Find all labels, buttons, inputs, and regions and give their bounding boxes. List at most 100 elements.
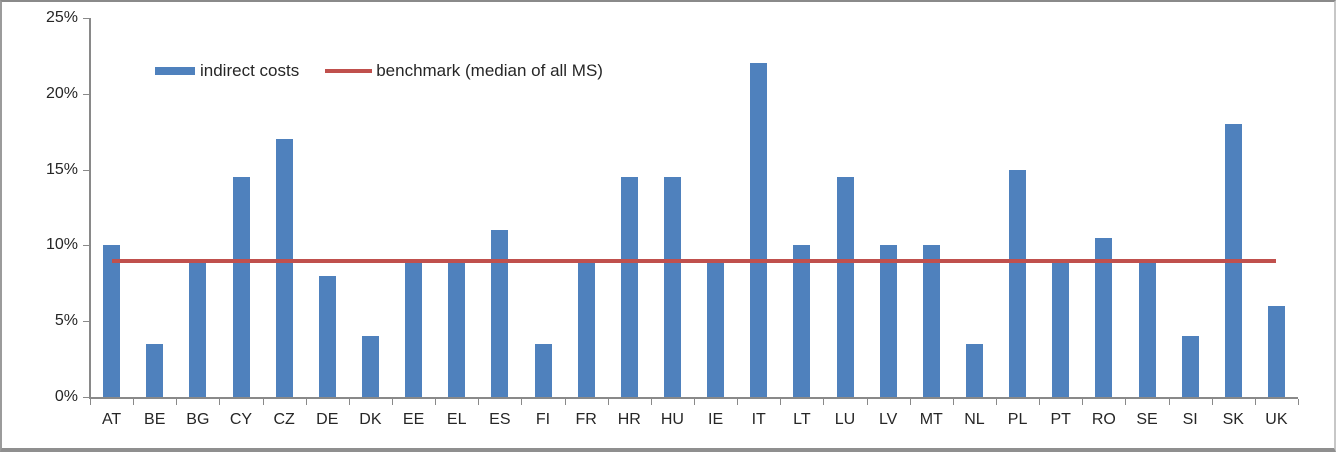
bar-CY xyxy=(232,177,250,397)
x-axis-tick xyxy=(176,399,178,405)
x-axis-label-EL: EL xyxy=(446,411,467,428)
legend-item-benchmark: benchmark (median of all MS) xyxy=(325,61,603,81)
x-axis-label-ES: ES xyxy=(489,411,511,428)
x-axis-label-MT: MT xyxy=(919,411,943,428)
y-tick-label-20%: 20% xyxy=(45,84,78,102)
x-axis-tick xyxy=(392,399,393,405)
bar-FR xyxy=(577,260,595,397)
x-axis-label-FI: FI xyxy=(535,411,551,428)
x-axis-label-LT: LT xyxy=(793,411,811,428)
x-axis-tick xyxy=(650,399,652,405)
x-axis-tick xyxy=(952,399,954,405)
x-axis-label-LU: LU xyxy=(834,411,856,428)
bar-PL xyxy=(1009,169,1027,397)
y-axis-tick xyxy=(83,93,90,95)
bar-SE xyxy=(1138,260,1156,397)
x-axis-label-NL: NL xyxy=(964,411,985,428)
x-axis-label-PL: PL xyxy=(1007,411,1028,428)
x-axis-tick xyxy=(435,399,437,405)
legend-item-indirect-costs: indirect costs xyxy=(155,61,299,81)
x-axis-label-SI: SI xyxy=(1182,411,1198,428)
x-axis-tick xyxy=(694,399,695,405)
x-axis-tick xyxy=(348,399,350,405)
x-axis-tick xyxy=(1298,399,1299,405)
x-axis-label-HR: HR xyxy=(617,411,641,428)
x-axis-tick xyxy=(262,399,264,405)
bar-ES xyxy=(491,230,509,397)
x-axis-tick xyxy=(1082,399,1084,405)
bar-UK xyxy=(1267,306,1285,397)
x-axis-tick xyxy=(133,399,135,405)
x-axis-label-AT: AT xyxy=(101,411,122,428)
y-tick-label-15%: 15% xyxy=(45,160,78,178)
bar-SI xyxy=(1181,336,1199,397)
x-axis-tick xyxy=(219,399,221,405)
x-axis-label-BG: BG xyxy=(186,411,210,428)
x-axis-label-HU: HU xyxy=(660,411,684,428)
bar-HR xyxy=(620,177,638,397)
x-axis-tick xyxy=(1039,399,1041,405)
x-axis-tick xyxy=(780,399,782,405)
x-axis-label-IE: IE xyxy=(708,411,724,428)
bar-DE xyxy=(318,275,336,397)
y-axis-tick xyxy=(83,321,90,323)
x-axis-label-CZ: CZ xyxy=(273,411,295,428)
x-axis-label-SK: SK xyxy=(1222,411,1244,428)
x-axis-tick xyxy=(1254,399,1256,405)
bar-LV xyxy=(879,245,897,397)
x-axis-tick xyxy=(305,399,307,405)
bar-BE xyxy=(146,343,164,397)
y-axis-tick xyxy=(83,169,90,171)
x-axis-tick xyxy=(823,399,825,405)
legend-label-benchmark: benchmark (median of all MS) xyxy=(376,61,603,80)
x-axis-label-FR: FR xyxy=(575,411,597,428)
bar-IT xyxy=(750,63,768,397)
x-axis-label-LV: LV xyxy=(878,411,898,428)
x-axis-label-DK: DK xyxy=(359,411,382,428)
x-axis-tick xyxy=(607,399,609,405)
bar-MT xyxy=(922,245,940,397)
x-axis-tick xyxy=(478,399,480,405)
x-axis-tick xyxy=(996,399,997,405)
x-axis-label-EE: EE xyxy=(402,411,425,428)
x-axis-label-SE: SE xyxy=(1136,411,1158,428)
bar-LT xyxy=(793,245,811,397)
bar-PT xyxy=(1052,260,1070,397)
y-tick-label-5%: 5% xyxy=(54,312,78,330)
y-axis-tick xyxy=(83,18,90,19)
x-axis-tick xyxy=(909,399,911,405)
x-axis-label-CY: CY xyxy=(229,411,253,428)
x-axis-label-IT: IT xyxy=(751,411,766,428)
bar-DK xyxy=(361,336,379,397)
bar-CZ xyxy=(275,139,293,397)
x-axis-label-RO: RO xyxy=(1091,411,1116,428)
x-axis-tick xyxy=(521,399,523,405)
bar-IE xyxy=(707,260,725,397)
legend-label-indirect-costs: indirect costs xyxy=(200,61,300,80)
x-axis-line xyxy=(89,397,1298,399)
x-axis-tick xyxy=(564,399,566,405)
bar-FI xyxy=(534,343,552,397)
y-axis-line xyxy=(89,18,91,399)
bar-AT xyxy=(103,245,121,397)
x-axis-label-PT: PT xyxy=(1050,411,1071,428)
y-tick-label-0%: 0% xyxy=(54,388,78,405)
y-tick-label-25%: 25% xyxy=(45,9,78,26)
y-axis-tick xyxy=(83,245,90,247)
bar-BG xyxy=(189,260,207,397)
x-axis-tick xyxy=(90,399,91,405)
x-axis-tick xyxy=(866,399,868,405)
x-axis-tick xyxy=(1168,399,1170,405)
legend-bar-swatch-icon xyxy=(155,67,195,75)
y-axis-tick xyxy=(83,397,90,398)
x-axis-tick xyxy=(1125,399,1127,405)
bar-EL xyxy=(448,260,466,397)
y-tick-label-10%: 10% xyxy=(45,236,78,254)
benchmark-line xyxy=(111,258,1277,263)
x-axis-label-DE: DE xyxy=(316,411,339,428)
chart-legend: indirect costs benchmark (median of all … xyxy=(155,61,603,81)
bar-NL xyxy=(965,343,983,397)
bar-EE xyxy=(405,260,423,397)
bar-HU xyxy=(663,177,681,397)
bar-LU xyxy=(836,177,854,397)
